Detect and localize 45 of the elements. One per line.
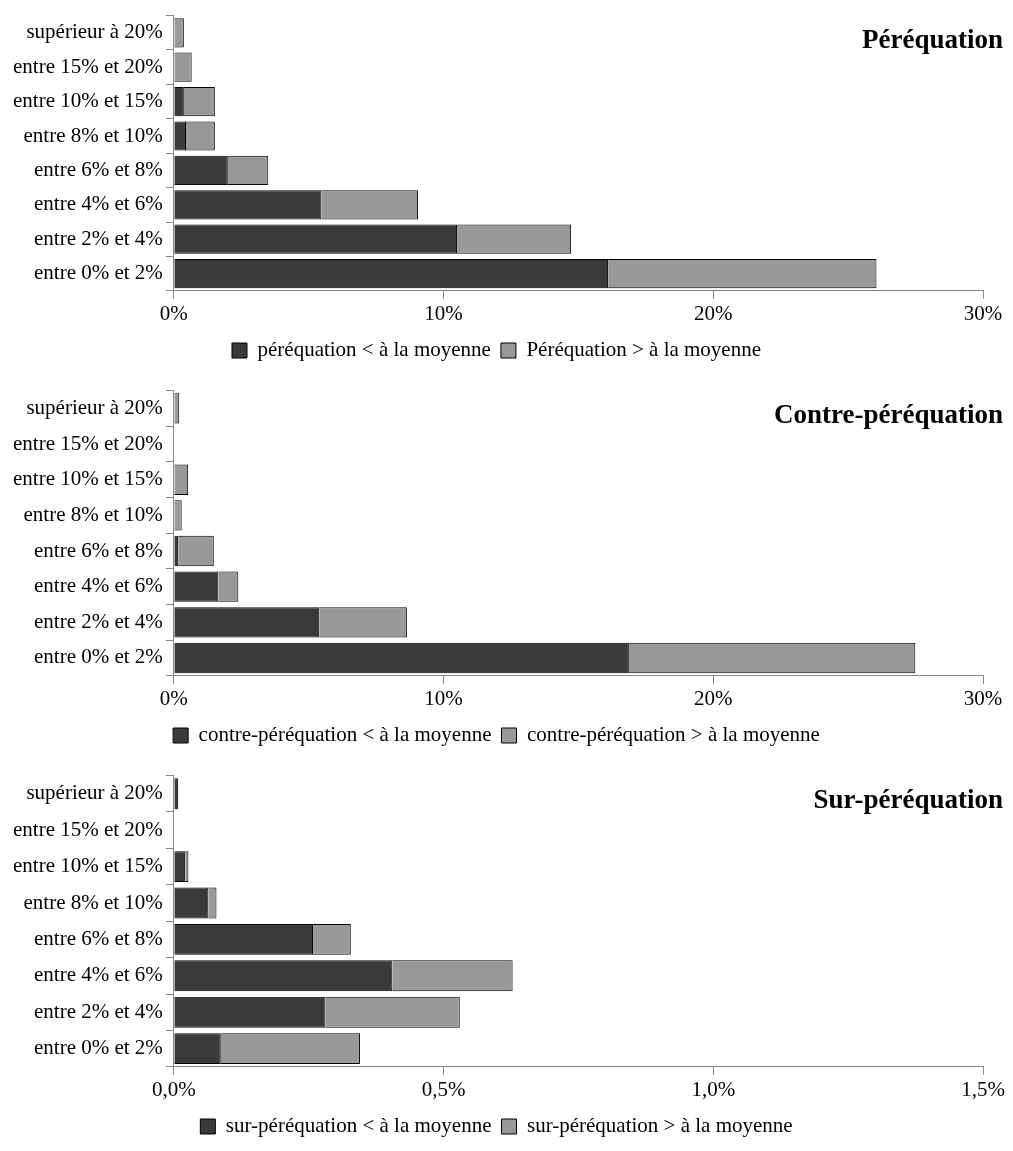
y-tick-label: entre 0% et 2% — [33, 1035, 163, 1060]
y-tick-label: supérieur à 20% — [26, 19, 163, 44]
y-tick-label: entre 10% et 15% — [12, 88, 163, 113]
legend-label: contre-péréquation > à la moyenne — [527, 722, 820, 747]
y-tick-label: supérieur à 20% — [26, 780, 163, 805]
x-tick-label: 20% — [694, 300, 733, 325]
y-tick-label: entre 15% et 20% — [12, 816, 163, 841]
x-tick-label: 1,0% — [691, 1076, 736, 1101]
x-tick-label: 10% — [424, 685, 463, 710]
x-tick-label: 0% — [159, 685, 188, 710]
y-tick-label: entre 0% et 2% — [33, 260, 163, 285]
x-tick-label: 0% — [159, 300, 188, 325]
y-tick-label: entre 2% et 4% — [33, 998, 163, 1023]
y-tick-label: entre 0% et 2% — [33, 644, 163, 669]
x-tick-label: 1,5% — [961, 1076, 1005, 1101]
x-tick-label: 30% — [963, 685, 1003, 710]
y-tick-label: entre 8% et 10% — [23, 122, 163, 147]
y-tick-label: entre 6% et 8% — [33, 537, 163, 562]
y-tick-label: supérieur à 20% — [26, 394, 163, 419]
y-tick-label: entre 15% et 20% — [12, 430, 163, 455]
chart-title: Contre-péréquation — [774, 399, 1003, 430]
y-tick-label: entre 4% et 6% — [33, 191, 163, 216]
y-tick-label: entre 15% et 20% — [12, 53, 163, 78]
y-tick-label: entre 6% et 8% — [33, 156, 163, 181]
y-tick-label: entre 10% et 15% — [12, 466, 163, 491]
y-tick-label: entre 8% et 10% — [23, 889, 163, 914]
x-tick-label: 0,5% — [421, 1076, 466, 1101]
legend-label: Péréquation > à la moyenne — [526, 337, 762, 362]
x-tick-label: 0,0% — [151, 1076, 196, 1101]
x-tick-label: 30% — [963, 300, 1003, 325]
legend-label: sur-péréquation < à la moyenne — [225, 1113, 492, 1138]
y-tick-label: entre 10% et 15% — [12, 853, 163, 878]
legend-label: péréquation < à la moyenne — [257, 337, 491, 362]
y-tick-label: entre 6% et 8% — [33, 925, 163, 950]
y-tick-label: entre 8% et 10% — [23, 501, 163, 526]
chart-title: Sur-péréquation — [813, 784, 1003, 815]
legend-label: sur-péréquation > à la moyenne — [527, 1113, 793, 1138]
legend-label: contre-péréquation < à la moyenne — [198, 722, 492, 747]
y-tick-label: entre 2% et 4% — [33, 608, 163, 633]
chart-title: Péréquation — [862, 24, 1003, 55]
x-tick-label: 20% — [694, 685, 733, 710]
y-tick-label: entre 2% et 4% — [33, 225, 163, 250]
y-tick-label: entre 4% et 6% — [33, 962, 163, 987]
x-tick-label: 10% — [424, 300, 463, 325]
y-tick-label: entre 4% et 6% — [33, 573, 163, 598]
